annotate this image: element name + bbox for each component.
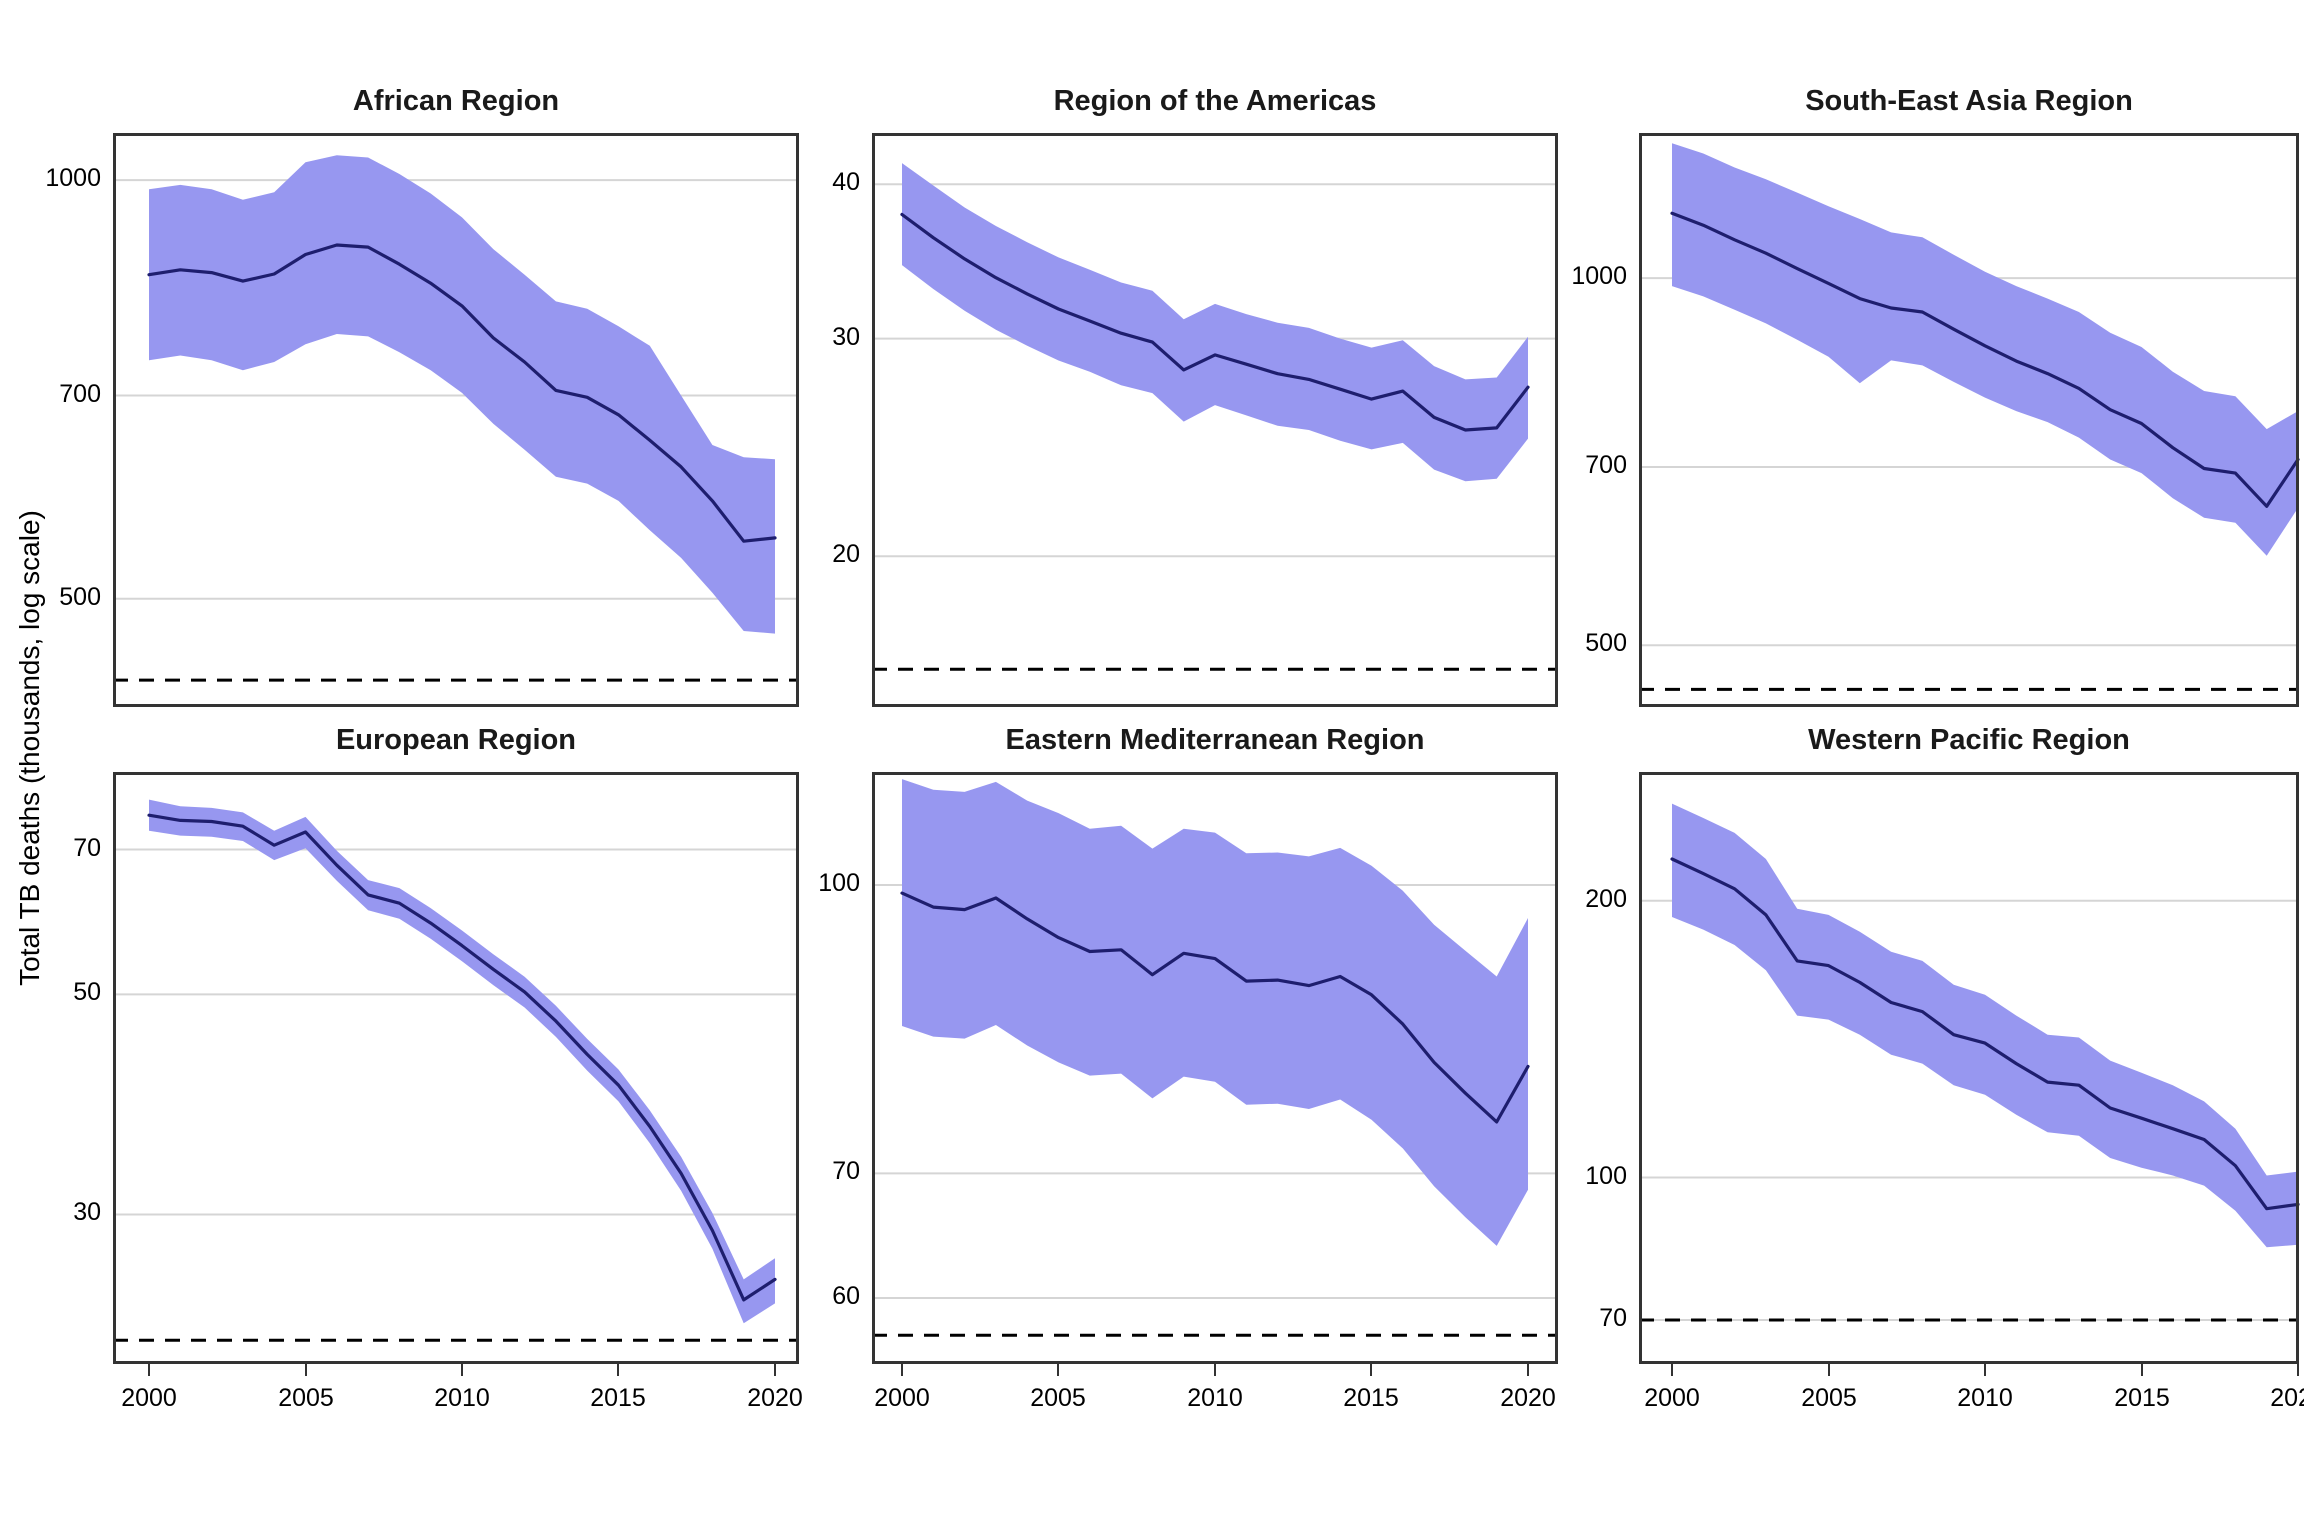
panel-border bbox=[1639, 772, 2299, 1364]
y-tick-label: 50 bbox=[73, 978, 101, 1007]
panel-border bbox=[872, 772, 1558, 1364]
confidence-ribbon bbox=[902, 779, 1528, 1246]
y-tick-label: 40 bbox=[832, 168, 860, 197]
x-tick-mark bbox=[1527, 1364, 1529, 1376]
panel-african-region bbox=[113, 133, 799, 707]
y-axis-label: Total TB deaths (thousands, log scale) bbox=[14, 510, 45, 986]
panel-western-pacific-region bbox=[1639, 772, 2300, 1364]
x-tick-label: 2020 bbox=[2270, 1384, 2304, 1412]
x-tick-mark bbox=[1214, 1364, 1216, 1376]
estimate-line bbox=[1670, 857, 2300, 1211]
panel-region-of-the-americas bbox=[872, 133, 1558, 707]
x-tick-mark bbox=[1671, 1364, 1673, 1376]
panel-title: South-East Asia Region bbox=[1805, 85, 2133, 117]
x-tick-label: 2000 bbox=[1644, 1384, 1700, 1412]
x-tick-mark bbox=[617, 1364, 619, 1376]
panel-european-region bbox=[113, 772, 799, 1364]
panel-title: African Region bbox=[352, 85, 560, 117]
y-tick-label: 60 bbox=[832, 1282, 860, 1311]
x-tick-mark bbox=[774, 1364, 776, 1376]
panel-eastern-mediterranean-region bbox=[872, 772, 1558, 1364]
x-tick-mark bbox=[148, 1364, 150, 1376]
panel-border bbox=[872, 133, 1558, 707]
y-tick-label: 200 bbox=[1585, 884, 1627, 913]
confidence-ribbon bbox=[1672, 803, 2298, 1248]
y-tick-label: 100 bbox=[1585, 1161, 1627, 1190]
y-tick-label: 30 bbox=[73, 1198, 101, 1227]
panel-south-east-asia-region bbox=[1639, 133, 2300, 707]
x-tick-label: 2020 bbox=[1500, 1384, 1556, 1412]
x-tick-mark bbox=[2141, 1364, 2143, 1376]
y-tick-label: 70 bbox=[1599, 1304, 1627, 1332]
y-tick-label: 20 bbox=[832, 540, 860, 569]
confidence-ribbon bbox=[149, 155, 775, 634]
x-tick-label: 2015 bbox=[2114, 1384, 2170, 1412]
x-tick-mark bbox=[1057, 1364, 1059, 1376]
y-tick-label: 70 bbox=[832, 1157, 860, 1186]
panel-border bbox=[113, 133, 799, 707]
x-tick-mark bbox=[901, 1364, 903, 1376]
panel-background bbox=[113, 772, 799, 1364]
x-tick-label: 2010 bbox=[434, 1384, 490, 1412]
x-tick-label: 2010 bbox=[1187, 1384, 1243, 1412]
x-tick-mark bbox=[305, 1364, 307, 1376]
y-tick-label: 700 bbox=[59, 379, 101, 408]
x-tick-label: 2000 bbox=[874, 1384, 930, 1412]
y-tick-label: 700 bbox=[1585, 451, 1627, 480]
x-tick-mark bbox=[1370, 1364, 1372, 1376]
panel-title: European Region bbox=[335, 724, 577, 756]
estimate-line bbox=[1670, 211, 2300, 508]
estimate-line bbox=[147, 243, 777, 543]
x-tick-label: 2005 bbox=[1030, 1384, 1086, 1412]
estimate-line bbox=[900, 891, 1530, 1124]
x-tick-mark bbox=[2297, 1364, 2299, 1376]
panel-border bbox=[113, 772, 799, 1364]
x-tick-label: 2005 bbox=[1801, 1384, 1857, 1412]
panel-title: Region of the Americas bbox=[1053, 85, 1377, 117]
estimate-line bbox=[900, 212, 1530, 432]
y-tick-label: 70 bbox=[73, 833, 101, 862]
x-tick-label: 2015 bbox=[1343, 1384, 1399, 1412]
panel-title: Western Pacific Region bbox=[1808, 724, 2130, 756]
y-tick-label: 500 bbox=[59, 582, 101, 611]
confidence-ribbon bbox=[1672, 143, 2298, 556]
panel-title: Eastern Mediterranean Region bbox=[1005, 724, 1425, 756]
y-tick-label: 100 bbox=[818, 869, 860, 897]
y-tick-label: 30 bbox=[832, 322, 860, 351]
x-tick-label: 2010 bbox=[1957, 1384, 2013, 1412]
panel-border bbox=[1639, 133, 2299, 707]
x-tick-mark bbox=[1984, 1364, 1986, 1376]
y-tick-label: 500 bbox=[1585, 629, 1627, 658]
x-tick-label: 2000 bbox=[121, 1384, 177, 1412]
x-tick-label: 2020 bbox=[747, 1384, 803, 1412]
x-tick-label: 2015 bbox=[590, 1384, 646, 1412]
x-tick-mark bbox=[1828, 1364, 1830, 1376]
y-tick-label: 1000 bbox=[1571, 262, 1627, 291]
confidence-ribbon bbox=[902, 163, 1528, 482]
estimate-line bbox=[147, 813, 777, 1302]
y-tick-label: 1000 bbox=[45, 164, 101, 193]
x-tick-mark bbox=[461, 1364, 463, 1376]
x-tick-label: 2005 bbox=[278, 1384, 334, 1412]
